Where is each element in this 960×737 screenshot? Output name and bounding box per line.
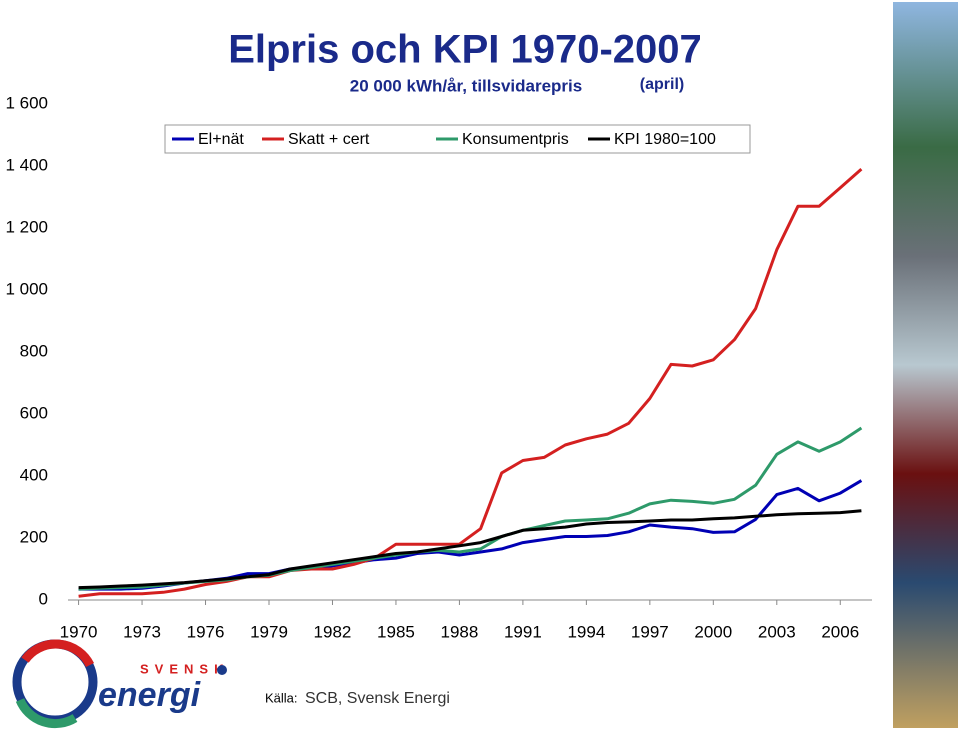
- x-tick-label: 1994: [567, 622, 605, 641]
- series-line: [78, 426, 863, 591]
- legend-label: El+nät: [198, 131, 244, 148]
- y-tick-label: 1 600: [5, 93, 48, 112]
- x-tick-label: 1973: [123, 622, 161, 641]
- chart-title: Elpris och KPI 1970-2007: [228, 28, 702, 72]
- y-tick-label: 600: [20, 403, 48, 422]
- logo: SVENSK energi: [12, 639, 229, 729]
- logo-arc: [21, 639, 95, 668]
- y-tick-label: 400: [20, 465, 48, 484]
- series-line: [78, 167, 863, 598]
- x-tick-label: 1982: [314, 622, 352, 641]
- subtitle: 20 000 kWh/år, tillsvidarepris: [350, 76, 582, 95]
- source-label: Källa:: [265, 690, 298, 705]
- y-tick-label: 1 400: [5, 155, 48, 174]
- side-image: [893, 2, 958, 728]
- legend-label: Skatt + cert: [288, 131, 370, 148]
- y-tick-label: 0: [39, 589, 48, 608]
- logo-top: SVENSK: [140, 661, 229, 676]
- logo-bottom: energi: [98, 676, 202, 714]
- x-tick-label: 2006: [821, 622, 859, 641]
- y-tick-label: 200: [20, 527, 48, 546]
- x-tick-label: 1997: [631, 622, 669, 641]
- y-tick-label: 1 200: [5, 217, 48, 236]
- series-line: [78, 509, 862, 590]
- y-tick-label: 1 000: [5, 279, 48, 298]
- x-tick-label: 1991: [504, 622, 542, 641]
- note: (april): [640, 76, 684, 93]
- legend-label: KPI 1980=100: [614, 131, 716, 148]
- logo-arc: [15, 698, 78, 729]
- x-tick-label: 1988: [441, 622, 479, 641]
- x-tick-label: 2000: [694, 622, 732, 641]
- source: SCB, Svensk Energi: [305, 690, 450, 707]
- x-tick-label: 2003: [758, 622, 796, 641]
- x-tick-label: 1970: [60, 622, 98, 641]
- logo-dot: [217, 665, 227, 675]
- x-tick-label: 1976: [187, 622, 225, 641]
- x-tick-label: 1985: [377, 622, 415, 641]
- x-tick-label: 1979: [250, 622, 288, 641]
- y-tick-label: 800: [20, 341, 48, 360]
- legend-label: Konsumentpris: [462, 131, 569, 148]
